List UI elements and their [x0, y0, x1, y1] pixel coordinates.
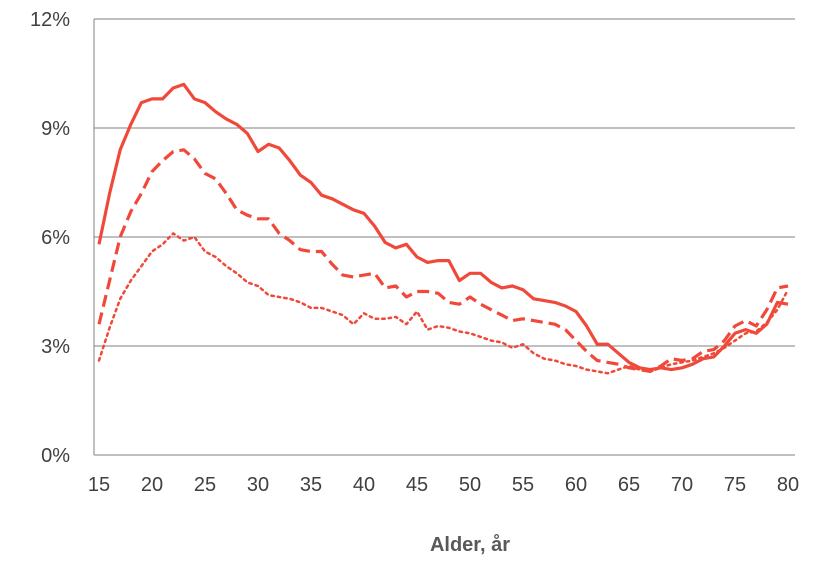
y-tick-label: 0% — [41, 445, 70, 467]
x-tick-label: 40 — [353, 474, 375, 496]
y-tick-label: 12% — [30, 9, 70, 31]
x-tick-label: 75 — [724, 474, 746, 496]
series-line-dotted — [97, 232, 790, 375]
series-line-solid — [97, 82, 789, 372]
x-tick-label: 35 — [300, 474, 322, 496]
x-tick-label: 30 — [247, 474, 269, 496]
x-tick-label: 70 — [671, 474, 693, 496]
x-tick-label: 55 — [512, 474, 534, 496]
gridlines — [94, 18, 795, 347]
x-tick-label: 80 — [777, 474, 799, 496]
x-tick-label: 25 — [194, 474, 216, 496]
x-tick-label: 15 — [88, 474, 110, 496]
x-tick-label: 60 — [565, 474, 587, 496]
y-tick-label: 9% — [41, 118, 70, 140]
series-lines — [97, 82, 790, 375]
x-tick-label: 45 — [406, 474, 428, 496]
x-tick-label: 20 — [141, 474, 163, 496]
y-tick-label: 3% — [41, 336, 70, 358]
series-line-dashed — [97, 148, 789, 373]
axes — [93, 19, 795, 456]
y-tick-labels: 0% 3% 6% 9% 12% — [30, 9, 70, 467]
y-tick-label: 6% — [41, 227, 70, 249]
x-tick-label: 65 — [618, 474, 640, 496]
x-tick-labels: 15 20 25 30 35 40 45 50 55 60 65 70 75 80 — [88, 474, 799, 496]
x-axis-label: Alder, år — [430, 533, 510, 556]
x-tick-label: 50 — [459, 474, 481, 496]
